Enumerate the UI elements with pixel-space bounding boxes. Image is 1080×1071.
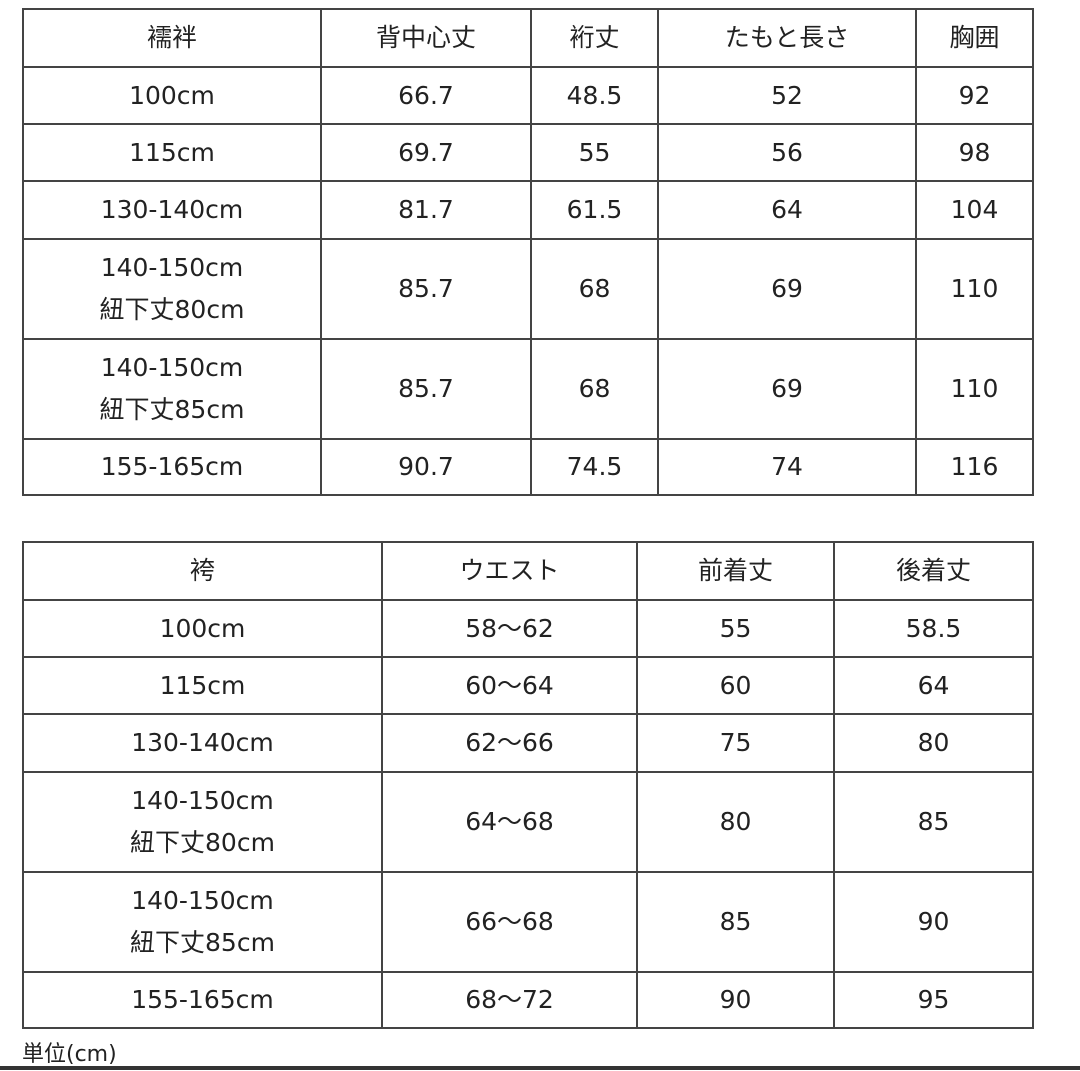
table-cell: 64〜68 bbox=[381, 771, 638, 873]
table-cell: 140-150cm 紐下丈85cm bbox=[22, 871, 383, 973]
table-cell: 155-165cm bbox=[22, 438, 322, 496]
table-cell: 68 bbox=[530, 338, 659, 440]
unit-note: 単位(cm) bbox=[22, 1042, 117, 1067]
table-row: 140-150cm 紐下丈85cm 85.7 68 69 110 bbox=[22, 338, 1034, 440]
table-cell: 80 bbox=[833, 713, 1034, 773]
table-cell: 58〜62 bbox=[381, 599, 638, 658]
hakama-size-table: 袴ウエスト 前着丈 後着丈 100cm 58〜62 55 58.5 115cm 60〜64 60 6… bbox=[22, 541, 1034, 1029]
table-cell: 130-140cm bbox=[22, 713, 383, 773]
table-row: 100cm 66.7 48.5 52 92 bbox=[22, 66, 1034, 125]
table-cell: 74 bbox=[657, 438, 917, 496]
table-cell: 69.7 bbox=[320, 123, 532, 182]
table-row: 130-140cm 81.7 61.5 64 104 bbox=[22, 180, 1034, 240]
table-cell: 66〜68 bbox=[381, 871, 638, 973]
table-cell: 69 bbox=[657, 338, 917, 440]
table-row: 100cm 58〜62 55 58.5 bbox=[22, 599, 1034, 658]
table-cell: 90 bbox=[833, 871, 1034, 973]
header-row: 袴ウエスト 前着丈 後着丈 bbox=[22, 541, 1034, 601]
table-cell: 115cm bbox=[22, 656, 383, 715]
table-cell: 155-165cm bbox=[22, 971, 383, 1029]
column-header: 胸囲 bbox=[915, 8, 1034, 68]
table-cell: 85 bbox=[833, 771, 1034, 873]
table-cell: 64 bbox=[833, 656, 1034, 715]
table-cell: 62〜66 bbox=[381, 713, 638, 773]
table-cell: 140-150cm 紐下丈80cm bbox=[22, 238, 322, 340]
table-row: 155-165cm 90.7 74.5 74 116 bbox=[22, 438, 1034, 496]
table-cell: 110 bbox=[915, 338, 1034, 440]
table-cell: 56 bbox=[657, 123, 917, 182]
column-header: 背中心丈 bbox=[320, 8, 532, 68]
table-cell: 95 bbox=[833, 971, 1034, 1029]
table-cell: 90.7 bbox=[320, 438, 532, 496]
table-row: 140-150cm 紐下丈80cm 64〜68 80 85 bbox=[22, 771, 1034, 873]
header-row: 襦袢 背中心丈 裄丈 たもと長さ 胸囲 bbox=[22, 8, 1034, 68]
table-cell: 140-150cm 紐下丈85cm bbox=[22, 338, 322, 440]
table-cell: 55 bbox=[530, 123, 659, 182]
table-cell: 85 bbox=[636, 871, 835, 973]
table-cell: 60 bbox=[636, 656, 835, 715]
table-cell: 85.7 bbox=[320, 238, 532, 340]
table-cell: 115cm bbox=[22, 123, 322, 182]
column-header: 袴 bbox=[22, 541, 383, 601]
table-cell: 116 bbox=[915, 438, 1034, 496]
table-row: 115cm 69.7 55 56 98 bbox=[22, 123, 1034, 182]
table-row: 155-165cm 68〜72 90 95 bbox=[22, 971, 1034, 1029]
table-cell: 58.5 bbox=[833, 599, 1034, 658]
table-cell: 69 bbox=[657, 238, 917, 340]
table-cell: 90 bbox=[636, 971, 835, 1029]
column-header: 後着丈 bbox=[833, 541, 1034, 601]
table-cell: 80 bbox=[636, 771, 835, 873]
table-row: 115cm 60〜64 60 64 bbox=[22, 656, 1034, 715]
table-cell: 48.5 bbox=[530, 66, 659, 125]
table-cell: 140-150cm 紐下丈80cm bbox=[22, 771, 383, 873]
table-cell: 75 bbox=[636, 713, 835, 773]
table-cell: 104 bbox=[915, 180, 1034, 240]
table-cell: 98 bbox=[915, 123, 1034, 182]
column-header: 襦袢 bbox=[22, 8, 322, 68]
table-cell: 85.7 bbox=[320, 338, 532, 440]
table-cell: 92 bbox=[915, 66, 1034, 125]
column-header: ウエスト bbox=[381, 541, 638, 601]
table-cell: 64 bbox=[657, 180, 917, 240]
table-cell: 68〜72 bbox=[381, 971, 638, 1029]
table-cell: 100cm bbox=[22, 599, 383, 658]
column-header: 裄丈 bbox=[530, 8, 659, 68]
table-cell: 61.5 bbox=[530, 180, 659, 240]
table-cell: 66.7 bbox=[320, 66, 532, 125]
table-row: 140-150cm 紐下丈85cm 66〜68 85 90 bbox=[22, 871, 1034, 973]
table-row: 140-150cm 紐下丈80cm 85.7 68 69 110 bbox=[22, 238, 1034, 340]
table-cell: 60〜64 bbox=[381, 656, 638, 715]
divider bbox=[0, 1066, 1080, 1070]
table-row: 130-140cm 62〜66 75 80 bbox=[22, 713, 1034, 773]
column-header: 前着丈 bbox=[636, 541, 835, 601]
table-cell: 52 bbox=[657, 66, 917, 125]
table-cell: 100cm bbox=[22, 66, 322, 125]
table-cell: 110 bbox=[915, 238, 1034, 340]
juban-size-table: 襦袢 背中心丈 裄丈 たもと長さ 胸囲 100cm 66.7 48.5 52 92 115cm 69.… bbox=[22, 8, 1034, 496]
table-cell: 130-140cm bbox=[22, 180, 322, 240]
column-header: たもと長さ bbox=[657, 8, 917, 68]
table-cell: 68 bbox=[530, 238, 659, 340]
table-cell: 81.7 bbox=[320, 180, 532, 240]
table-cell: 55 bbox=[636, 599, 835, 658]
table-cell: 74.5 bbox=[530, 438, 659, 496]
